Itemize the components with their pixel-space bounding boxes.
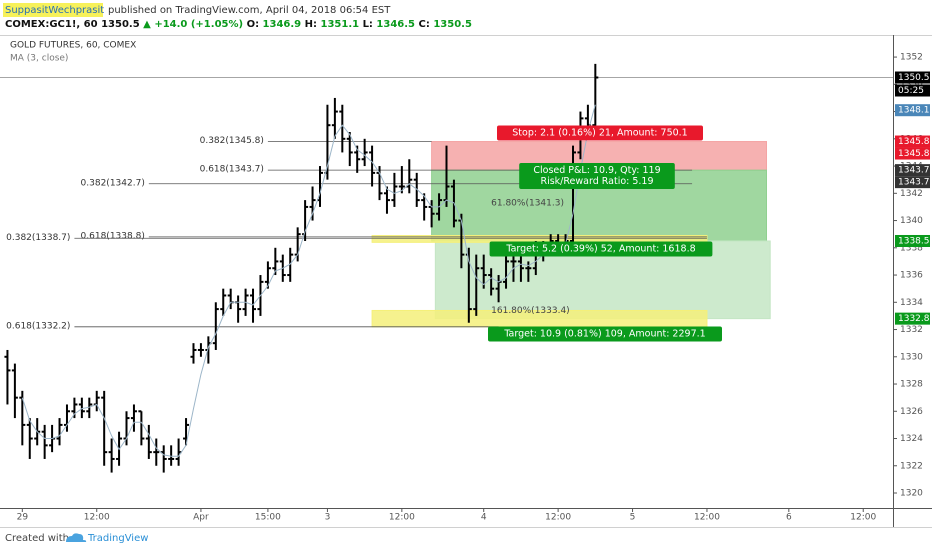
author-highlight (3, 3, 103, 17)
fib-text: 61.80%(1341.3) (491, 198, 564, 208)
last-price: 1350.5 (101, 19, 140, 30)
x-tick-label: 4 (481, 513, 487, 523)
y-tick-label: 1334 (900, 298, 923, 308)
x-tick-label: 15:00 (255, 513, 281, 523)
price-tag-label: 1343.7 (898, 166, 930, 176)
fib-label: 0.618(1332.2) (6, 321, 70, 331)
price-tag (895, 234, 930, 247)
y-tick-label: 1342 (900, 189, 923, 199)
y-tick-label: 1336 (900, 271, 923, 281)
quote-value: 1350.5 (433, 19, 472, 30)
change: ▲ +14.0 (+1.05%) (143, 19, 243, 30)
quote-key: O: (247, 19, 260, 30)
header: SuppasitWechprasit published on TradingV… (3, 3, 472, 30)
y-tick-label: 1322 (900, 461, 923, 471)
fib-label: 0.382(1338.7) (6, 233, 70, 243)
y-tick-label: 1326 (900, 407, 923, 417)
plot: 1320 1322 1324 1326 1328 1330 1332 1334 1336 1338… (0, 53, 930, 523)
quote-value: 1346.5 (376, 19, 415, 30)
fib-label: 0.382(1342.7) (81, 178, 145, 188)
price-tag (895, 312, 930, 325)
x-tick-label: 5 (630, 513, 636, 523)
price-tag (895, 104, 930, 117)
y-tick-label: 1320 (900, 489, 923, 499)
price-tag-label: 1348.1 (898, 106, 930, 116)
quote-key: L: (363, 19, 373, 30)
countdown: 05:25 (898, 86, 924, 96)
footer-created: Created with (5, 533, 69, 544)
quote-line: COMEX:GC1!, 60 1350.5 ▲ +14.0 (+1.05%) O… (5, 19, 472, 30)
fib-label: 0.618(1343.7) (200, 165, 264, 175)
author[interactable]: SuppasitWechprasit (5, 5, 104, 16)
price-tag (895, 71, 930, 84)
price-tag (895, 135, 930, 148)
footer-brand[interactable]: TradingView (87, 533, 148, 544)
trade-label-bg (519, 163, 675, 189)
trade-label-bg (489, 241, 713, 257)
y-tick-label: 1324 (900, 434, 923, 444)
price-tag-label: 1350.5 (898, 73, 930, 83)
price-tag (895, 176, 930, 189)
quote-key: C: (419, 19, 430, 30)
x-tick-label: 12:00 (84, 513, 110, 523)
price-tag-label: 1345.8 (898, 149, 930, 159)
trade-label: Target: 10.9 (0.81%) 109, Amount: 2297.1 (503, 329, 705, 340)
y-tick-label: 1340 (900, 216, 923, 226)
x-tick-label: 29 (17, 513, 29, 523)
trade-label: Closed P&L: 10.9, Qty: 119 (533, 165, 660, 176)
y-tick-label: 1328 (900, 380, 923, 390)
trade-label: Target: 5.2 (0.39%) 52, Amount: 1618.8 (505, 244, 695, 255)
trade-label-bg (488, 326, 722, 342)
legend-entry: MA (3, close) (10, 54, 68, 64)
trade-label: Stop: 2.1 (0.16%) 21, Amount: 750.1 (512, 128, 687, 139)
quote-value: 1351.1 (320, 19, 359, 30)
y-tick-label: 1352 (900, 53, 923, 63)
x-tick-label: 12:00 (850, 513, 876, 523)
x-tick-label: 12:00 (389, 513, 415, 523)
price-tag (895, 147, 930, 160)
brand-icon (66, 533, 87, 542)
symbol: COMEX:GC1!, 60 (5, 19, 98, 30)
footer: Created with TradingView (5, 533, 148, 544)
y-tick-label: 1338 (900, 243, 923, 253)
price-tag-label: 1338.5 (898, 236, 930, 246)
x-tick-label: 3 (325, 513, 331, 523)
trade-label-bg (497, 125, 703, 141)
published: published on TradingView.com, April 04, … (108, 5, 391, 16)
fib-label: 0.382(1345.8) (200, 136, 264, 146)
quote-value: 1346.9 (263, 19, 302, 30)
price-tag-label: 1332.8 (898, 314, 930, 324)
price-tag (895, 164, 930, 177)
ma-line (21, 104, 596, 457)
x-tick-label: Apr (193, 513, 209, 523)
x-tick-label: 12:00 (545, 513, 571, 523)
x-tick-label: 12:00 (694, 513, 720, 523)
y-tick-label: 1330 (900, 352, 923, 362)
quote-key: H: (305, 19, 317, 30)
x-tick-label: 6 (786, 513, 792, 523)
countdown-bg (895, 84, 930, 97)
fib-text: 161.80%(1333.4) (491, 306, 570, 316)
fib-label: 0.618(1338.8) (81, 231, 145, 241)
price-tag-label: 1345.8 (898, 137, 930, 147)
price-tag-label: 1343.7 (898, 178, 930, 188)
y-tick-label: 1332 (900, 325, 923, 335)
trade-label: Risk/Reward Ratio: 5.19 (540, 176, 653, 187)
chart-title: GOLD FUTURES, 60, COMEX (10, 41, 136, 51)
